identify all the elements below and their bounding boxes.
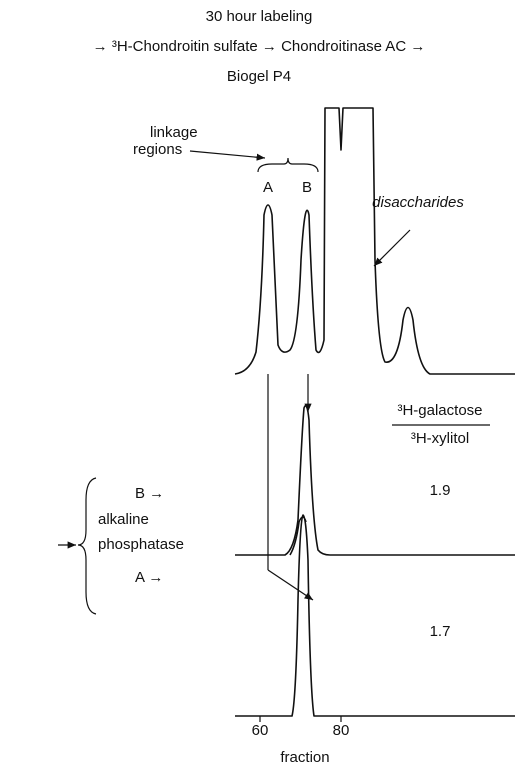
label: alkaline <box>98 511 149 528</box>
brace <box>257 157 319 173</box>
label: linkage <box>150 124 198 141</box>
tick-label: 80 <box>333 722 350 739</box>
label: regions <box>133 141 182 158</box>
brace <box>77 477 97 615</box>
peak-label: A <box>263 179 273 196</box>
label: disaccharides <box>372 194 464 211</box>
arrow <box>373 229 411 267</box>
ratio-denominator: ³H-xylitol <box>411 430 469 447</box>
ratio-value: 1.9 <box>430 482 451 499</box>
label: phosphatase <box>98 536 184 553</box>
subtitle: Biogel P4 <box>227 68 291 85</box>
ratio-numerator: ³H-galactose <box>397 402 482 419</box>
axis-label: fraction <box>280 749 329 766</box>
trace-b <box>235 404 515 556</box>
trace-overlap <box>289 516 307 556</box>
arrow <box>189 150 266 161</box>
chromatogram-trace <box>234 107 515 375</box>
title: 30 hour labeling <box>206 8 313 25</box>
label: B → <box>135 485 164 502</box>
arrow <box>267 569 314 601</box>
label: A → <box>135 569 163 586</box>
tick-label: 60 <box>252 722 269 739</box>
trace-a <box>235 514 515 717</box>
subtitle: → ³H-Chondroitin sulfate → Chondroitinas… <box>93 38 426 55</box>
peak-label: B <box>302 179 312 196</box>
ratio-value: 1.7 <box>430 623 451 640</box>
